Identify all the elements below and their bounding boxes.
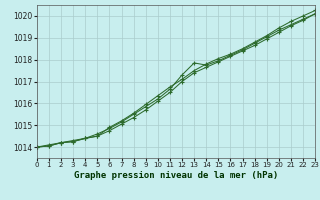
X-axis label: Graphe pression niveau de la mer (hPa): Graphe pression niveau de la mer (hPa)	[74, 171, 278, 180]
